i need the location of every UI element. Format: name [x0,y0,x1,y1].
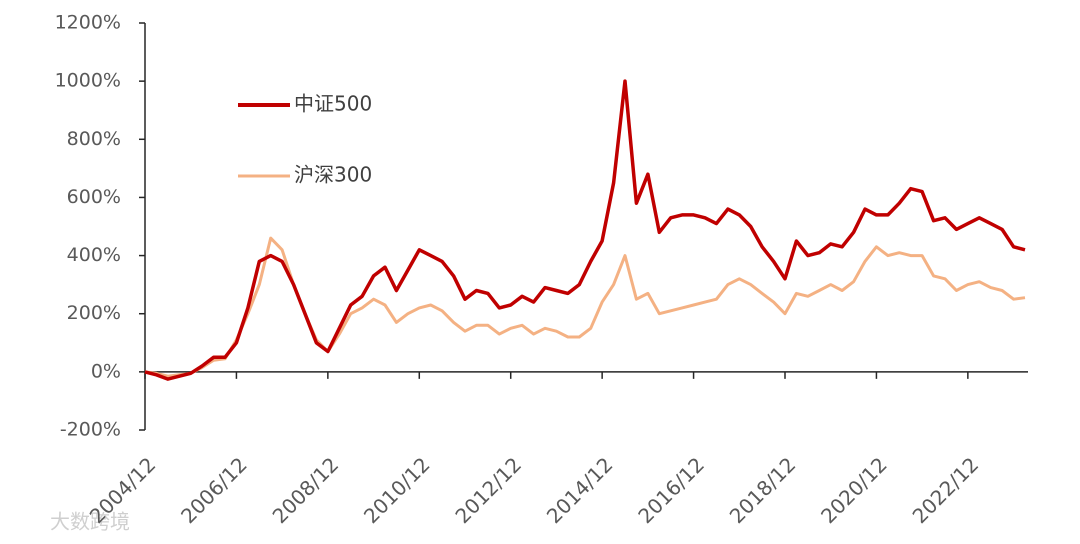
x-tick-label: 2010/12 [359,452,435,528]
y-tick-label: 400% [67,244,121,266]
x-tick-label: 2006/12 [176,452,252,528]
y-tick-label: -200% [60,419,121,441]
x-tick-label: 2018/12 [725,452,801,528]
x-tick-label: 2008/12 [268,452,344,528]
y-tick-label: 200% [67,302,121,324]
line-series [144,79,1026,381]
legend-label: 中证500 [294,92,372,116]
y-tick-label: 800% [67,128,121,150]
x-tick-label: 2022/12 [908,452,984,528]
y-tick-label: 600% [67,186,121,208]
x-tick-label: 2016/12 [633,452,709,528]
y-tick-label: 0% [91,360,121,382]
y-tick-label: 1000% [55,70,121,92]
watermark: 大数跨境 [50,510,130,534]
x-tick-label: 2020/12 [816,452,892,528]
legend-label: 沪深300 [294,163,372,187]
x-tick-label: 2012/12 [450,452,526,528]
x-tick-label: 2014/12 [542,452,618,528]
y-tick-label: 1200% [55,12,121,34]
